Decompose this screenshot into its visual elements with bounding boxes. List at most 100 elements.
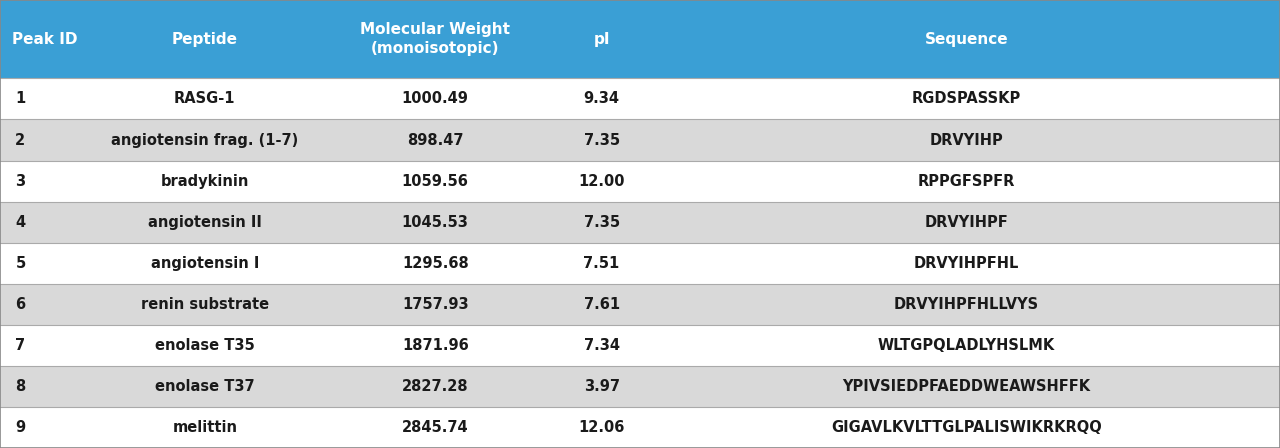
Bar bbox=[653, 325, 1280, 366]
Text: 1059.56: 1059.56 bbox=[402, 173, 468, 189]
Text: melittin: melittin bbox=[173, 420, 237, 435]
Bar bbox=[550, 202, 653, 243]
Bar bbox=[90, 325, 320, 366]
Text: Peak ID: Peak ID bbox=[12, 32, 78, 47]
Text: 8: 8 bbox=[15, 379, 26, 394]
Text: 12.00: 12.00 bbox=[579, 173, 625, 189]
Bar bbox=[550, 366, 653, 407]
Text: 7: 7 bbox=[15, 338, 26, 353]
Bar bbox=[320, 243, 550, 284]
Text: renin substrate: renin substrate bbox=[141, 297, 269, 312]
Bar bbox=[320, 366, 550, 407]
Text: WLTGPQLADLYHSLMK: WLTGPQLADLYHSLMK bbox=[878, 338, 1055, 353]
Bar bbox=[653, 407, 1280, 448]
Text: RASG-1: RASG-1 bbox=[174, 91, 236, 107]
Text: 7.35: 7.35 bbox=[584, 215, 620, 230]
Bar bbox=[0, 120, 90, 160]
Text: 1: 1 bbox=[15, 91, 26, 107]
Bar bbox=[90, 284, 320, 325]
Bar bbox=[0, 202, 90, 243]
Bar bbox=[0, 0, 90, 78]
Bar bbox=[653, 202, 1280, 243]
Bar bbox=[550, 284, 653, 325]
Text: 1000.49: 1000.49 bbox=[402, 91, 468, 107]
Bar bbox=[320, 407, 550, 448]
Bar bbox=[320, 78, 550, 120]
Bar bbox=[0, 325, 90, 366]
Text: Peptide: Peptide bbox=[172, 32, 238, 47]
Bar bbox=[0, 284, 90, 325]
Text: pI: pI bbox=[594, 32, 609, 47]
Bar bbox=[0, 243, 90, 284]
Bar bbox=[90, 120, 320, 160]
Text: 3: 3 bbox=[15, 173, 26, 189]
Text: 2827.28: 2827.28 bbox=[402, 379, 468, 394]
Bar bbox=[90, 78, 320, 120]
Text: 898.47: 898.47 bbox=[407, 133, 463, 147]
Text: enolase T37: enolase T37 bbox=[155, 379, 255, 394]
Text: DRVYIHPF: DRVYIHPF bbox=[924, 215, 1009, 230]
Text: 7.61: 7.61 bbox=[584, 297, 620, 312]
Text: 1045.53: 1045.53 bbox=[402, 215, 468, 230]
Bar bbox=[0, 78, 90, 120]
Text: DRVYIHP: DRVYIHP bbox=[929, 133, 1004, 147]
Text: angiotensin II: angiotensin II bbox=[148, 215, 261, 230]
Bar bbox=[550, 78, 653, 120]
Bar bbox=[550, 243, 653, 284]
Text: 3.97: 3.97 bbox=[584, 379, 620, 394]
Bar bbox=[550, 0, 653, 78]
Bar bbox=[550, 407, 653, 448]
Text: Sequence: Sequence bbox=[924, 32, 1009, 47]
Bar bbox=[653, 284, 1280, 325]
Bar bbox=[653, 78, 1280, 120]
Text: 4: 4 bbox=[15, 215, 26, 230]
Text: 7.51: 7.51 bbox=[584, 256, 620, 271]
Text: 1757.93: 1757.93 bbox=[402, 297, 468, 312]
Bar bbox=[653, 243, 1280, 284]
Bar bbox=[653, 160, 1280, 202]
Bar bbox=[90, 202, 320, 243]
Text: bradykinin: bradykinin bbox=[160, 173, 250, 189]
Bar bbox=[320, 120, 550, 160]
Text: 12.06: 12.06 bbox=[579, 420, 625, 435]
Text: 2845.74: 2845.74 bbox=[402, 420, 468, 435]
Bar bbox=[0, 407, 90, 448]
Bar bbox=[90, 407, 320, 448]
Bar bbox=[653, 120, 1280, 160]
Bar bbox=[0, 366, 90, 407]
Text: enolase T35: enolase T35 bbox=[155, 338, 255, 353]
Bar bbox=[90, 366, 320, 407]
Text: angiotensin frag. (1-7): angiotensin frag. (1-7) bbox=[111, 133, 298, 147]
Bar bbox=[550, 160, 653, 202]
Bar bbox=[90, 243, 320, 284]
Text: RGDSPASSKP: RGDSPASSKP bbox=[911, 91, 1021, 107]
Bar bbox=[90, 0, 320, 78]
Text: DRVYIHPFHL: DRVYIHPFHL bbox=[914, 256, 1019, 271]
Text: Molecular Weight
(monoisotopic): Molecular Weight (monoisotopic) bbox=[360, 22, 511, 56]
Bar bbox=[320, 160, 550, 202]
Text: 5: 5 bbox=[15, 256, 26, 271]
Text: RPPGFSPFR: RPPGFSPFR bbox=[918, 173, 1015, 189]
Text: YPIVSIEDPFAEDDWEAWSHFFK: YPIVSIEDPFAEDDWEAWSHFFK bbox=[842, 379, 1091, 394]
Bar bbox=[320, 325, 550, 366]
Text: 2: 2 bbox=[15, 133, 26, 147]
Bar bbox=[653, 366, 1280, 407]
Text: 7.35: 7.35 bbox=[584, 133, 620, 147]
Text: 9: 9 bbox=[15, 420, 26, 435]
Bar bbox=[320, 284, 550, 325]
Text: 1871.96: 1871.96 bbox=[402, 338, 468, 353]
Bar bbox=[320, 0, 550, 78]
Bar bbox=[90, 160, 320, 202]
Bar bbox=[0, 160, 90, 202]
Bar bbox=[550, 325, 653, 366]
Bar bbox=[320, 202, 550, 243]
Text: angiotensin I: angiotensin I bbox=[151, 256, 259, 271]
Text: 1295.68: 1295.68 bbox=[402, 256, 468, 271]
Bar bbox=[653, 0, 1280, 78]
Text: 9.34: 9.34 bbox=[584, 91, 620, 107]
Text: 6: 6 bbox=[15, 297, 26, 312]
Bar bbox=[550, 120, 653, 160]
Text: 7.34: 7.34 bbox=[584, 338, 620, 353]
Text: DRVYIHPFHLLVYS: DRVYIHPFHLLVYS bbox=[893, 297, 1039, 312]
Text: GIGAVLKVLTTGLPALISWIKRKRQQ: GIGAVLKVLTTGLPALISWIKRKRQQ bbox=[831, 420, 1102, 435]
